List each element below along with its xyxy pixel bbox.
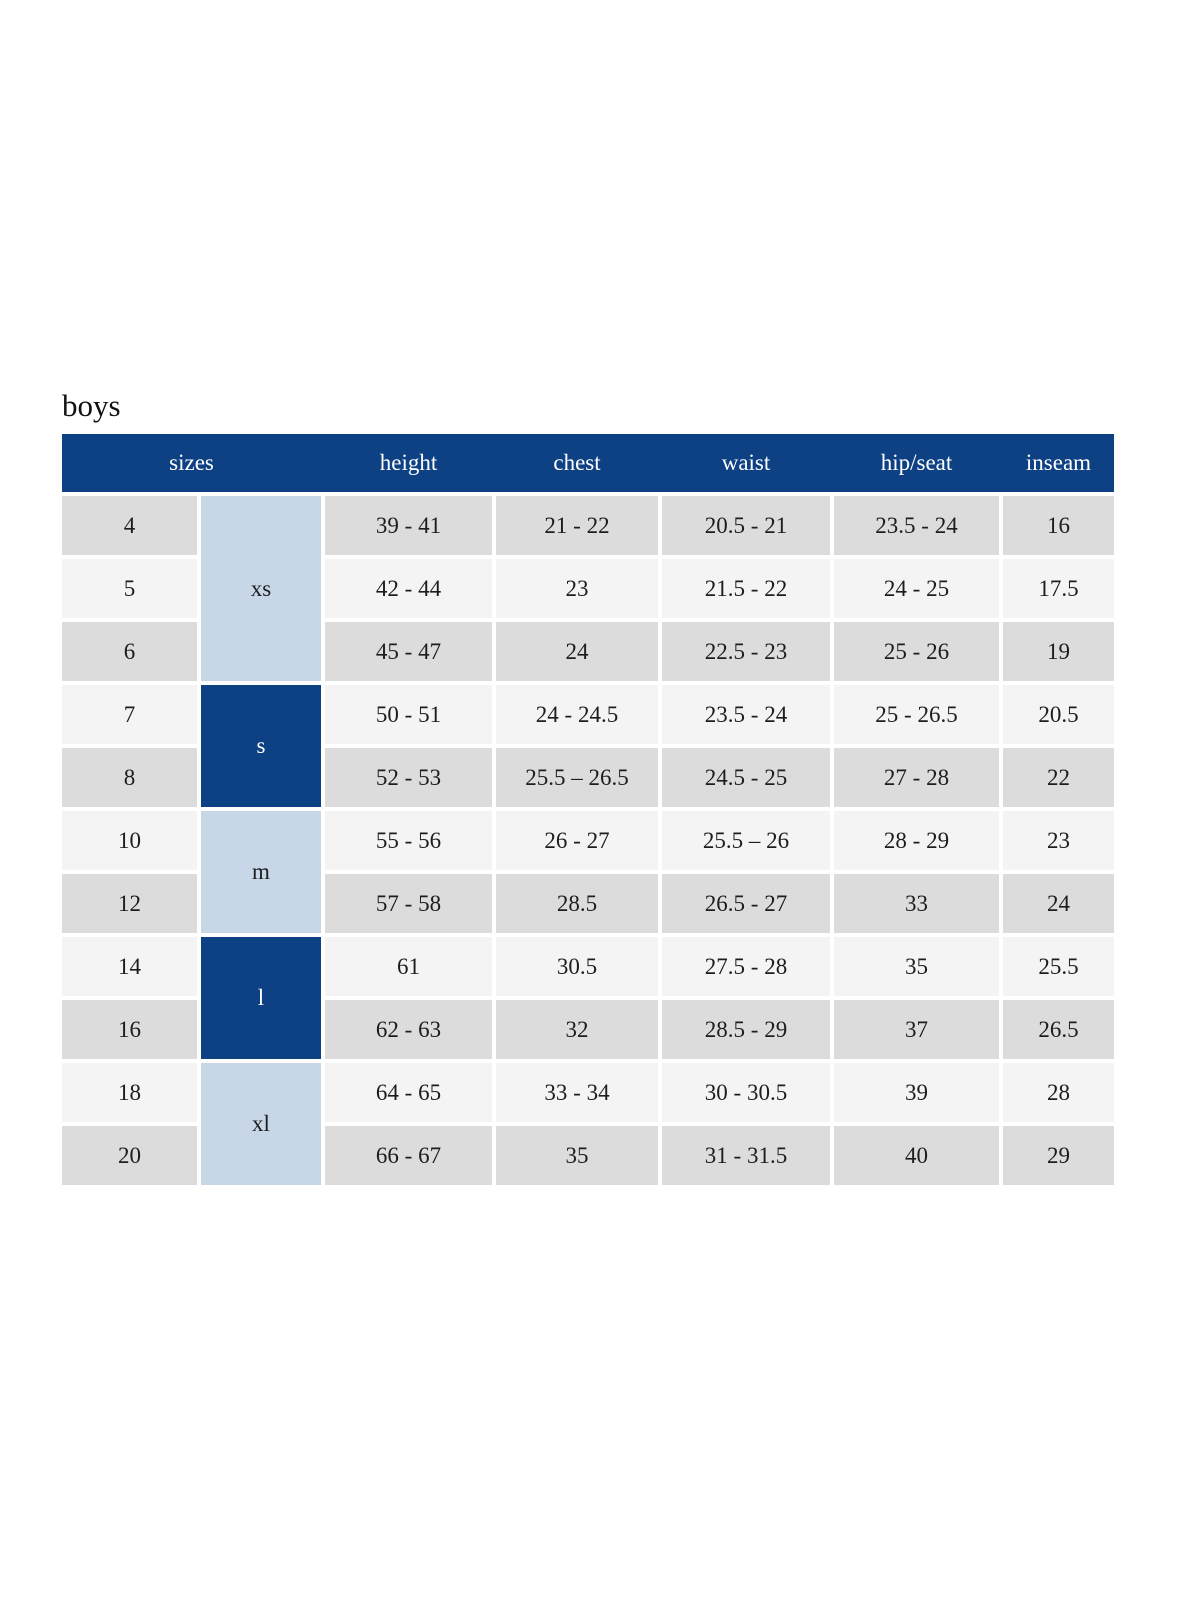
data-cell-hip-seat: 27 - 28 — [834, 748, 999, 807]
data-cell-height: 45 - 47 — [325, 622, 492, 681]
data-cell-hip-seat: 25 - 26 — [834, 622, 999, 681]
size-cell: 8 — [62, 748, 197, 807]
data-cell-hip-seat: 33 — [834, 874, 999, 933]
data-cell-chest: 26 - 27 — [496, 811, 658, 870]
boys-size-chart: sizes height chest waist hip/seat inseam… — [62, 434, 1114, 1185]
group-cell-m: m — [201, 811, 321, 933]
data-cell-waist: 23.5 - 24 — [662, 685, 830, 744]
data-cell-chest: 33 - 34 — [496, 1063, 658, 1122]
data-cell-height: 52 - 53 — [325, 748, 492, 807]
data-cell-waist: 21.5 - 22 — [662, 559, 830, 618]
data-cell-height: 57 - 58 — [325, 874, 492, 933]
size-cell: 12 — [62, 874, 197, 933]
data-cell-inseam: 29 — [1003, 1126, 1114, 1185]
data-cell-height: 61 — [325, 937, 492, 996]
data-cell-height: 55 - 56 — [325, 811, 492, 870]
group-cell-xl: xl — [201, 1063, 321, 1185]
size-table-body: xs s m l xl 4 39 - 41 21 - 22 20.5 - 21 23.5 - 24… — [62, 496, 1114, 1185]
size-cell: 18 — [62, 1063, 197, 1122]
size-cell: 5 — [62, 559, 197, 618]
data-cell-waist: 20.5 - 21 — [662, 496, 830, 555]
data-cell-hip-seat: 24 - 25 — [834, 559, 999, 618]
data-cell-chest: 28.5 — [496, 874, 658, 933]
data-cell-chest: 25.5 – 26.5 — [496, 748, 658, 807]
data-cell-height: 64 - 65 — [325, 1063, 492, 1122]
size-cell: 20 — [62, 1126, 197, 1185]
data-cell-chest: 30.5 — [496, 937, 658, 996]
data-cell-inseam: 23 — [1003, 811, 1114, 870]
data-cell-height: 42 - 44 — [325, 559, 492, 618]
data-cell-hip-seat: 39 — [834, 1063, 999, 1122]
data-cell-hip-seat: 23.5 - 24 — [834, 496, 999, 555]
data-cell-waist: 27.5 - 28 — [662, 937, 830, 996]
data-cell-waist: 25.5 – 26 — [662, 811, 830, 870]
header-cell-sizes: sizes — [169, 450, 214, 475]
group-cell-l: l — [201, 937, 321, 1059]
page-title: boys — [62, 388, 121, 423]
data-cell-chest: 23 — [496, 559, 658, 618]
data-cell-height: 50 - 51 — [325, 685, 492, 744]
group-cell-xs: xs — [201, 496, 321, 681]
data-cell-chest: 24 — [496, 622, 658, 681]
data-cell-chest: 35 — [496, 1126, 658, 1185]
data-cell-inseam: 16 — [1003, 496, 1114, 555]
data-cell-hip-seat: 40 — [834, 1126, 999, 1185]
data-cell-waist: 31 - 31.5 — [662, 1126, 830, 1185]
data-cell-inseam: 25.5 — [1003, 937, 1114, 996]
data-cell-height: 39 - 41 — [325, 496, 492, 555]
data-cell-waist: 24.5 - 25 — [662, 748, 830, 807]
data-cell-inseam: 22 — [1003, 748, 1114, 807]
size-cell: 10 — [62, 811, 197, 870]
data-cell-chest: 32 — [496, 1000, 658, 1059]
data-cell-waist: 28.5 - 29 — [662, 1000, 830, 1059]
size-cell: 4 — [62, 496, 197, 555]
data-cell-inseam: 24 — [1003, 874, 1114, 933]
data-cell-hip-seat: 28 - 29 — [834, 811, 999, 870]
size-cell: 6 — [62, 622, 197, 681]
data-cell-chest: 21 - 22 — [496, 496, 658, 555]
data-cell-inseam: 17.5 — [1003, 559, 1114, 618]
data-cell-hip-seat: 25 - 26.5 — [834, 685, 999, 744]
data-cell-height: 66 - 67 — [325, 1126, 492, 1185]
header-cell-hip-seat: hip/seat — [880, 450, 953, 475]
data-cell-hip-seat: 35 — [834, 937, 999, 996]
data-cell-height: 62 - 63 — [325, 1000, 492, 1059]
data-cell-inseam: 28 — [1003, 1063, 1114, 1122]
data-cell-inseam: 26.5 — [1003, 1000, 1114, 1059]
data-cell-chest: 24 - 24.5 — [496, 685, 658, 744]
size-cell: 7 — [62, 685, 197, 744]
header-cell-waist: waist — [721, 450, 771, 475]
data-cell-hip-seat: 37 — [834, 1000, 999, 1059]
size-cell: 16 — [62, 1000, 197, 1059]
size-cell: 14 — [62, 937, 197, 996]
data-cell-inseam: 19 — [1003, 622, 1114, 681]
data-cell-waist: 22.5 - 23 — [662, 622, 830, 681]
data-cell-waist: 26.5 - 27 — [662, 874, 830, 933]
header-cell-inseam: inseam — [1025, 450, 1092, 475]
size-table-header: sizes height chest waist hip/seat inseam — [62, 434, 1114, 492]
page: boys sizes height chest waist hip/seat i… — [62, 388, 1114, 1185]
data-cell-waist: 30 - 30.5 — [662, 1063, 830, 1122]
group-cell-s: s — [201, 685, 321, 807]
header-cell-height: height — [379, 450, 438, 475]
header-cell-chest: chest — [553, 450, 601, 475]
data-cell-inseam: 20.5 — [1003, 685, 1114, 744]
